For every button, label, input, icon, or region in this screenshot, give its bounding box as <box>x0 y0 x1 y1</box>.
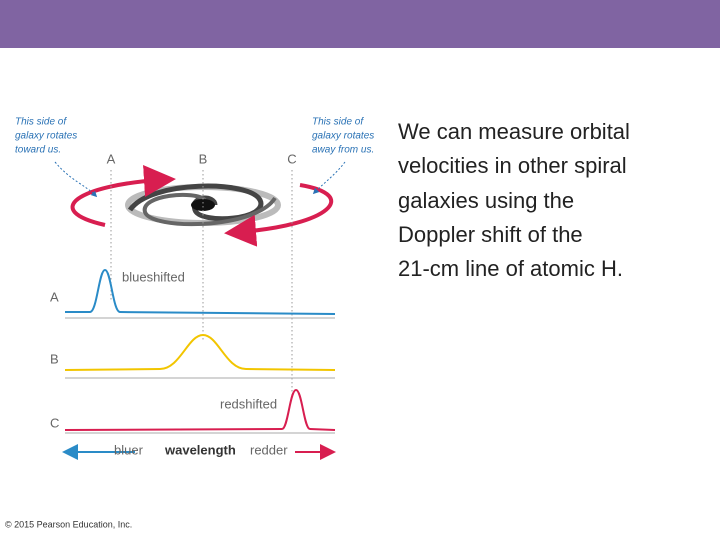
header-bar <box>0 0 720 48</box>
body-line: We can measure orbital <box>398 119 630 144</box>
point-label: B <box>199 151 208 166</box>
row-label: A <box>50 289 59 304</box>
body-line: Doppler shift of the <box>398 222 583 247</box>
copyright: © 2015 Pearson Education, Inc. <box>5 519 132 529</box>
axis-label: bluer <box>114 442 144 457</box>
note-line: toward us. <box>15 145 61 156</box>
shift-label: blueshifted <box>122 269 185 284</box>
body-line: 21-cm line of atomic H. <box>398 256 623 281</box>
point-label: A <box>107 151 116 166</box>
row-label: B <box>50 351 59 366</box>
point-label: C <box>287 151 296 166</box>
body-line: galaxies using the <box>398 188 574 213</box>
row-label: C <box>50 415 59 430</box>
note-line: galaxy rotates <box>312 131 374 142</box>
note-line: This side of <box>15 117 67 128</box>
shift-label: redshifted <box>220 396 277 411</box>
guide-lines <box>110 170 293 395</box>
note-line: This side of <box>312 117 364 128</box>
note-line: away from us. <box>312 145 374 156</box>
galaxy <box>54 161 346 247</box>
axis-label: wavelength <box>164 442 236 457</box>
spectra <box>62 268 336 460</box>
figure-labels: This side of galaxy rotates toward us. T… <box>15 117 374 458</box>
body-text: We can measure orbital velocities in oth… <box>398 119 630 281</box>
axis-label: redder <box>250 442 288 457</box>
note-line: galaxy rotates <box>15 131 77 142</box>
body-line: velocities in other spiral <box>398 153 627 178</box>
